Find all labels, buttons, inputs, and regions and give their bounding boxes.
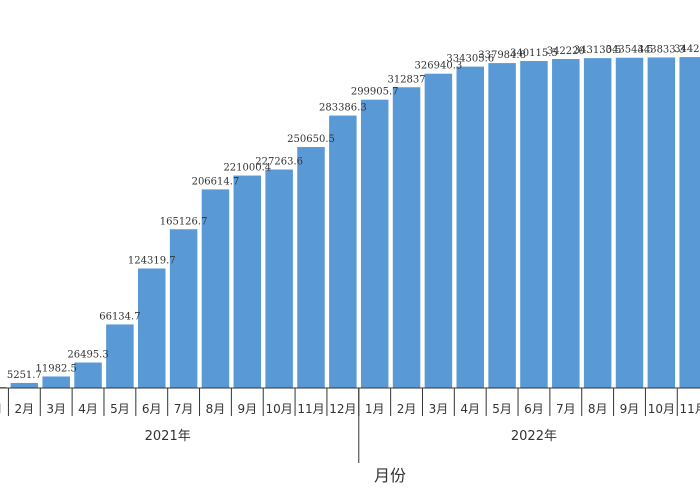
bar-16 [456, 66, 484, 389]
x-tick-label-5: 5月 [110, 402, 130, 416]
bars-layer [0, 57, 700, 389]
x-tick-label-20: 8月 [588, 402, 608, 416]
bar-23 [679, 57, 700, 389]
bar-4 [74, 362, 102, 388]
x-tick-label-14: 2月 [397, 402, 417, 416]
x-tick-label-16: 4月 [460, 402, 480, 416]
bar-5 [106, 324, 134, 388]
x-axis-title: 月份 [374, 466, 406, 485]
bar-value-label-6: 124319.7 [128, 255, 176, 266]
x-tick-label-23: 11月 [680, 402, 700, 416]
bar-15 [424, 73, 453, 388]
bar-6 [138, 268, 166, 388]
bar-value-label-12: 283386.3 [319, 103, 367, 114]
bar-value-label-14: 312837 [387, 74, 425, 85]
x-tick-label-12: 12月 [329, 402, 356, 416]
bar-12 [329, 115, 357, 388]
bar-value-label-9: 221000.4 [223, 163, 271, 174]
bar-value-label-10: 227263.6 [255, 157, 303, 168]
x-tick-label-4: 4月 [78, 402, 98, 416]
x-tick-label-22: 10月 [648, 402, 675, 416]
bar-value-label-8: 206614.7 [192, 176, 240, 187]
x-tick-label-3: 3月 [46, 402, 66, 416]
bar-value-label-16: 334305.6 [446, 54, 494, 65]
x-tick-label-10: 10月 [266, 402, 293, 416]
bar-value-label-21: 343544.5 [606, 45, 654, 56]
x-tick-label-18: 6月 [524, 402, 544, 416]
bar-7 [169, 229, 198, 388]
bar-labels-layer: 45251.711982.526495.366134.7124319.71651… [7, 44, 700, 381]
bar-value-label-3: 11982.5 [36, 363, 77, 374]
x-tick-label-13: 1月 [365, 402, 385, 416]
x-tick-label-19: 7月 [556, 402, 576, 416]
bar-13 [360, 99, 389, 388]
x-tick-label-6: 6月 [142, 402, 162, 416]
bar-value-label-15: 326940.3 [415, 61, 463, 72]
bar-21 [615, 57, 644, 389]
bar-value-label-22: 343833.3 [637, 44, 685, 55]
bar-19 [552, 59, 580, 389]
bar-value-label-11: 250650.5 [287, 134, 335, 145]
x-tick-label-2: 2月 [15, 402, 35, 416]
bar-value-label-5: 66134.7 [99, 311, 140, 322]
bar-18 [520, 61, 548, 388]
x-tick-label-1: 1月 [0, 402, 2, 416]
bar-2 [10, 382, 39, 388]
year-group-label-2: 2022年 [511, 429, 557, 444]
x-tick-label-7: 7月 [174, 402, 194, 416]
x-tick-label-8: 8月 [206, 402, 226, 416]
bar-8 [201, 189, 230, 388]
bar-9 [233, 175, 262, 388]
bar-14 [392, 87, 421, 388]
year-group-label-1: 2021年 [145, 429, 191, 444]
bar-value-label-19: 342220 [547, 46, 585, 57]
bar-10 [265, 169, 293, 388]
x-tick-label-15: 3月 [429, 402, 449, 416]
bar-value-label-4: 26495.3 [67, 350, 108, 361]
bar-value-label-18: 340115.5 [510, 48, 558, 59]
bar-value-label-20: 343130.5 [574, 45, 622, 56]
x-tick-label-9: 9月 [237, 402, 257, 416]
x-tick-label-17: 5月 [492, 402, 512, 416]
bar-3 [42, 376, 70, 388]
x-tick-label-11: 11月 [297, 402, 324, 416]
bar-17 [488, 63, 516, 389]
bar-value-label-13: 299905.7 [351, 87, 399, 98]
x-axis: 1月 2月 3月 4月 5月 6月 7月 8月 9月 10月 11月 12月 1月 2月 3月 4月 5月 6月 7… [0, 387, 700, 463]
bar-20 [583, 58, 612, 388]
bar-value-label-23: 344227 [674, 44, 700, 55]
bar-22 [647, 57, 676, 389]
bar-value-label-2: 5251.7 [7, 370, 42, 381]
x-tick-label-21: 9月 [620, 402, 640, 416]
bar-value-label-7: 165126.7 [160, 216, 208, 227]
bar-11 [297, 147, 325, 388]
bar-value-label-17: 337984.8 [478, 50, 526, 61]
